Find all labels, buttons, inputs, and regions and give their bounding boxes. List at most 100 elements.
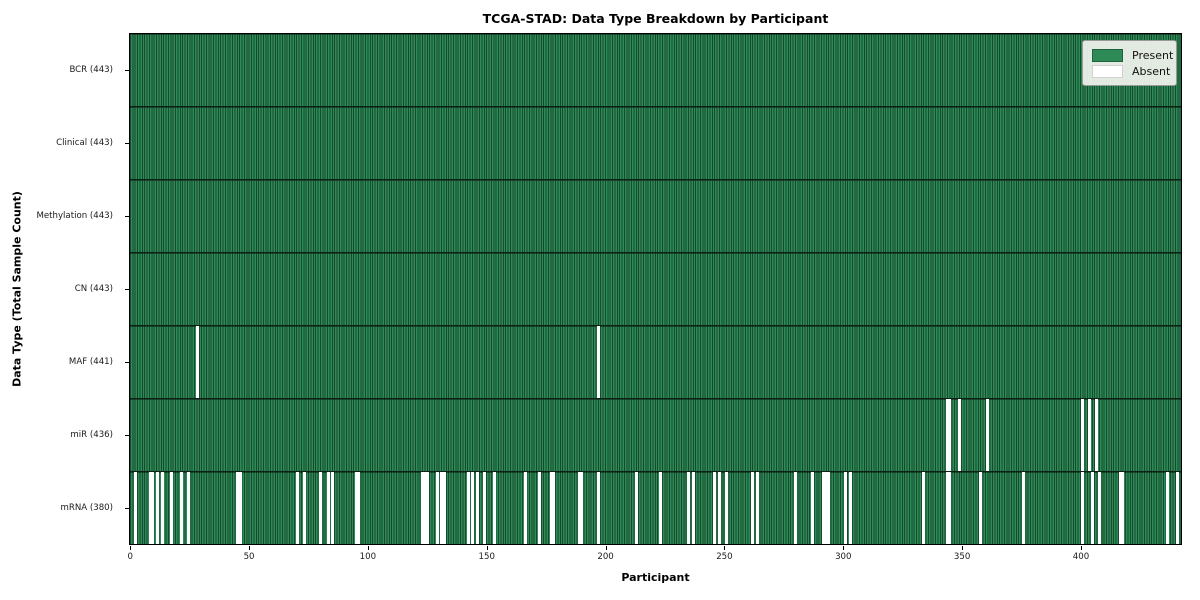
x-tick-mark-150 <box>486 546 488 550</box>
absent-mark-miR-404 <box>1088 399 1092 471</box>
x-tick-mark-100 <box>367 546 369 550</box>
absent-mark-mRNA-408 <box>1097 472 1101 544</box>
plot-area <box>129 33 1182 545</box>
absent-mark-mRNA-144 <box>471 472 475 544</box>
absent-mark-mRNA-21 <box>179 472 183 544</box>
y-tick-label-miR: miR (436) <box>70 430 113 441</box>
y-tick-label-mRNA: mRNA (380) <box>60 503 114 514</box>
x-tick-label-0: 0 <box>127 552 133 562</box>
absent-mark-mRNA-85 <box>331 472 335 544</box>
x-tick-label-350: 350 <box>953 552 971 562</box>
x-tick-label-50: 50 <box>243 552 255 562</box>
x-tick-mark-0 <box>130 546 132 550</box>
absent-mark-mRNA-235 <box>687 472 691 544</box>
absent-mark-mRNA-8 <box>148 472 152 544</box>
y-tick-mark-Methylation <box>125 215 129 217</box>
absent-mark-mRNA-437 <box>1166 472 1170 544</box>
absent-mark-mRNA-149 <box>483 472 487 544</box>
absent-mark-mRNA-9 <box>151 472 155 544</box>
absent-mark-mRNA-301 <box>843 472 847 544</box>
legend: Present Absent <box>1082 40 1177 86</box>
x-tick-label-200: 200 <box>597 552 614 562</box>
absent-mark-mRNA-287 <box>810 472 814 544</box>
absent-mark-MAF-28 <box>196 326 200 398</box>
heatmap-row-MAF <box>130 326 1181 399</box>
absent-mark-mRNA-344 <box>945 472 949 544</box>
absent-mark-mRNA-246 <box>713 472 717 544</box>
y-tick-mark-BCR <box>125 69 129 71</box>
absent-swatch-icon <box>1092 64 1123 78</box>
absent-mark-mRNA-153 <box>492 472 496 544</box>
absent-mark-mRNA-251 <box>725 472 729 544</box>
heatmap-row-Clinical <box>130 107 1181 180</box>
y-tick-mark-mRNA <box>125 508 129 510</box>
absent-mark-mRNA-418 <box>1121 472 1125 544</box>
x-tick-label-150: 150 <box>478 552 495 562</box>
absent-mark-miR-407 <box>1095 399 1099 471</box>
absent-mark-mRNA-24 <box>186 472 190 544</box>
absent-mark-miR-344 <box>945 399 949 471</box>
heatmap-row-mRNA <box>130 472 1181 544</box>
absent-mark-mRNA-417 <box>1119 472 1122 544</box>
absent-mark-mRNA-132 <box>442 472 446 544</box>
absent-mark-mRNA-293 <box>824 472 828 544</box>
absent-mark-mRNA-401 <box>1081 472 1085 544</box>
absent-mark-mRNA-197 <box>597 472 601 544</box>
y-tick-label-Methylation: Methylation (443) <box>36 210 113 221</box>
absent-mark-mRNA-45 <box>236 472 240 544</box>
y-tick-mark-CN <box>125 289 129 290</box>
absent-mark-mRNA-142 <box>466 472 470 544</box>
x-tick-mark-400 <box>1080 546 1082 550</box>
absent-mark-mRNA-146 <box>476 472 480 544</box>
absent-mark-mRNA-190 <box>580 472 584 544</box>
x-tick-mark-300 <box>843 546 845 550</box>
y-tick-label-MAF: MAF (441) <box>68 357 113 368</box>
absent-mark-mRNA-292 <box>822 472 826 544</box>
absent-mark-miR-401 <box>1081 399 1085 471</box>
absent-mark-mRNA-303 <box>848 472 852 544</box>
legend-entry-absent: Absent <box>1092 63 1170 79</box>
present-swatch-icon <box>1092 48 1123 62</box>
absent-mark-mRNA-96 <box>357 472 361 544</box>
absent-mark-mRNA-123 <box>421 472 425 544</box>
y-tick-mark-MAF <box>125 362 129 364</box>
absent-mark-mRNA-11 <box>155 472 159 544</box>
absent-mark-mRNA-280 <box>793 472 797 544</box>
absent-mark-mRNA-248 <box>718 472 722 544</box>
x-tick-mark-200 <box>605 546 607 550</box>
absent-mark-mRNA-189 <box>578 472 582 544</box>
heatmap-row-CN <box>130 253 1181 326</box>
y-tick-label-Clinical: Clinical (443) <box>56 137 113 148</box>
absent-mark-mRNA-129 <box>435 472 439 544</box>
absent-mark-mRNA-80 <box>319 472 323 544</box>
absent-mark-mRNA-376 <box>1021 472 1025 544</box>
legend-label-present: Present <box>1132 48 1174 62</box>
absent-mark-mRNA-405 <box>1090 472 1094 544</box>
absent-mark-mRNA-237 <box>691 472 695 544</box>
x-tick-mark-350 <box>962 546 964 550</box>
y-axis: BCR (443) Clinical (443) Methylation (443)… <box>0 33 129 545</box>
absent-mark-mRNA-223 <box>658 472 662 544</box>
absent-mark-miR-345 <box>948 399 952 471</box>
absent-mark-mRNA-125 <box>426 472 430 544</box>
absent-mark-miR-361 <box>986 399 990 471</box>
absent-mark-mRNA-95 <box>355 472 359 544</box>
x-tick-label-400: 400 <box>1072 552 1090 562</box>
absent-mark-mRNA-70 <box>295 472 299 544</box>
absent-mark-mRNA-294 <box>827 472 831 544</box>
x-axis: 0 50 100 150 200 250 300 350 400 <box>127 545 1182 575</box>
y-tick-label-CN: CN (443) <box>74 284 113 294</box>
absent-mark-mRNA-358 <box>979 472 983 544</box>
absent-mark-mRNA-177 <box>549 472 553 544</box>
x-tick-mark-250 <box>724 546 726 550</box>
absent-mark-mRNA-345 <box>948 472 952 544</box>
y-tick-label-BCR: BCR (443) <box>69 64 113 75</box>
y-tick-mark-Clinical <box>125 142 129 144</box>
heatmap-row-miR <box>130 399 1181 472</box>
x-tick-label-300: 300 <box>835 552 852 562</box>
x-tick-label-100: 100 <box>359 552 377 562</box>
legend-entry-present: Present <box>1092 47 1173 63</box>
absent-mark-mRNA-213 <box>635 472 639 544</box>
absent-mark-mRNA-2 <box>134 472 138 544</box>
